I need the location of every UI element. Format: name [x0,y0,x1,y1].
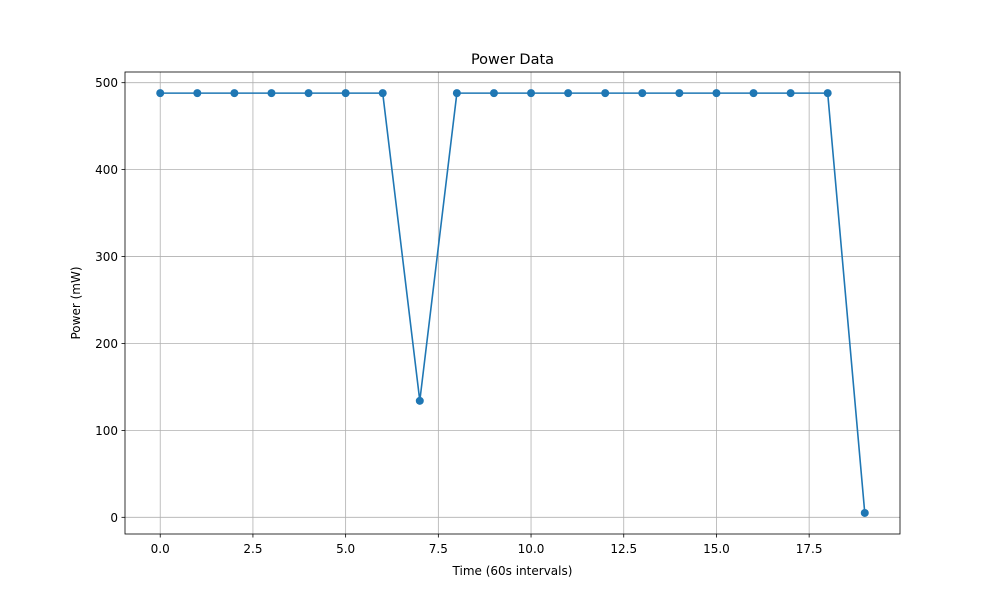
y-tick-label: 400 [95,163,118,177]
data-point [378,89,387,98]
data-point [823,89,832,98]
data-point [489,89,498,98]
y-tick-label: 100 [95,424,118,438]
grid [125,72,900,534]
axis-ticks: 0.0 2.5 5.0 7.5 10.0 12.5 15.0 17.5 0 100 200 300 40… [95,76,822,556]
y-tick-label: 200 [95,337,118,351]
series-layer [156,89,869,517]
series-line [160,92,866,514]
data-point [638,89,647,98]
data-point [304,89,313,98]
data-point [860,508,869,517]
data-point [452,89,461,98]
y-tick-label: 0 [110,511,118,525]
data-point [601,89,610,98]
data-point [267,89,276,98]
data-point [156,89,165,98]
data-point [193,89,202,98]
x-tick-label: 0.0 [151,542,170,556]
data-point [415,396,424,405]
x-tick-label: 15.0 [703,542,730,556]
x-tick-label: 10.0 [518,542,545,556]
x-tick-label: 5.0 [336,542,355,556]
x-tick-label: 2.5 [243,542,262,556]
data-point [527,89,536,98]
data-point [341,89,350,98]
x-tick-label: 7.5 [429,542,448,556]
plot-frame [124,71,901,535]
x-axis-label: Time (60s intervals) [452,564,573,578]
data-point [786,89,795,98]
y-axis-label: Power (mW) [69,266,83,339]
y-tick-label: 500 [95,76,118,90]
y-tick-label: 300 [95,250,118,264]
data-point [564,89,573,98]
data-point [749,89,758,98]
data-point [712,89,721,98]
x-tick-label: 17.5 [796,542,823,556]
data-point [230,89,239,98]
chart-title: Power Data [471,52,554,68]
x-tick-label: 12.5 [610,542,637,556]
data-point [675,89,684,98]
